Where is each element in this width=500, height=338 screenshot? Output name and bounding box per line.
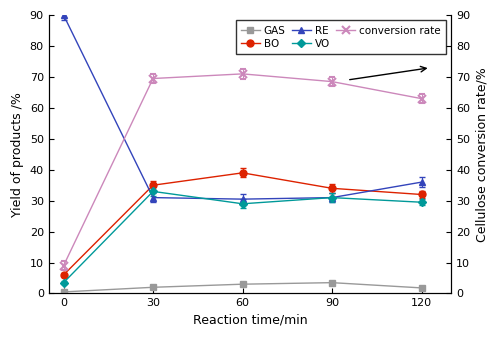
X-axis label: Reaction time/min: Reaction time/min [192,314,308,327]
Y-axis label: Yield of products /%: Yield of products /% [11,92,24,217]
Y-axis label: Cellulose conversion rate/%: Cellulose conversion rate/% [476,67,489,242]
Legend: GAS, BO, RE, VO, conversion rate: GAS, BO, RE, VO, conversion rate [236,20,446,54]
